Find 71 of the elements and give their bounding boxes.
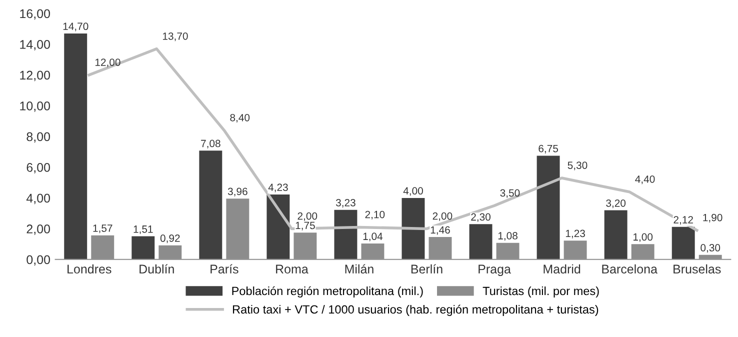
x-tick-label: Bruselas	[674, 264, 721, 274]
y-tick-label: 10,00	[20, 102, 50, 112]
y-tick-label: 8,00	[26, 132, 50, 143]
data-label: 2,10	[365, 210, 385, 220]
y-tick-label: 12,00	[20, 70, 50, 82]
data-label: 4,00	[403, 187, 423, 196]
bar	[536, 156, 560, 260]
y-tick-label: 14,00	[20, 40, 50, 50]
legend-label: Población región metropolitana (mil.)	[232, 286, 423, 298]
data-label: 2,12	[674, 216, 693, 225]
data-label: 2,00	[432, 212, 452, 221]
data-label: 1,00	[633, 233, 653, 242]
bar	[469, 224, 492, 260]
data-label: 8,40	[230, 114, 250, 123]
x-tick-label: Praga	[478, 264, 511, 276]
data-label: 3,23	[336, 199, 356, 208]
data-label: 1,23	[566, 230, 585, 238]
bar	[428, 237, 452, 260]
bar	[64, 33, 88, 260]
data-label: 1,57	[93, 224, 112, 234]
x-tick-label: Londres	[68, 264, 112, 274]
data-label: 14,70	[63, 22, 88, 32]
bar	[91, 235, 114, 260]
legend-label: Ratio taxi + VTC / 1000 usuarios (hab. región metropolitana + turistas)	[232, 304, 598, 316]
y-tick-label: 4,00	[26, 194, 50, 204]
data-label: 2,30	[471, 213, 490, 222]
y-tick-label: 6,00	[26, 163, 50, 174]
bar	[132, 236, 155, 260]
data-label: 1,75	[296, 222, 315, 230]
x-tick-label: Berlín	[411, 264, 442, 274]
bar	[226, 198, 250, 260]
x-tick-label: Dublín	[140, 264, 174, 274]
bar	[361, 244, 384, 260]
y-tick-label: 0,00	[26, 255, 50, 266]
x-tick-label: Barcelona	[602, 264, 658, 274]
bar	[631, 244, 654, 260]
data-label: 0,92	[160, 234, 180, 244]
bar	[334, 210, 358, 260]
legend-label: Turistas (mil. por mes)	[482, 286, 599, 298]
data-label: 2,00	[298, 212, 318, 221]
data-label: 4,40	[635, 175, 655, 184]
data-label: 3,20	[606, 199, 626, 208]
y-tick-label: 16,00	[20, 9, 50, 20]
bar	[199, 150, 222, 260]
data-label: 3,96	[228, 188, 248, 196]
data-label: 6,75	[538, 144, 558, 154]
bar	[564, 240, 587, 260]
bar	[402, 198, 425, 260]
y-tick-label: 2,00	[26, 224, 50, 235]
bar	[496, 242, 520, 260]
data-label: 3,50	[500, 189, 520, 198]
data-label: 0,30	[700, 244, 720, 253]
data-label: 1,90	[703, 214, 722, 223]
bar	[604, 210, 628, 260]
data-label: 5,30	[568, 162, 588, 170]
data-label: 7,08	[201, 140, 220, 148]
bar	[158, 245, 182, 260]
bar	[266, 194, 290, 260]
data-label: 12,00	[95, 58, 120, 68]
x-tick-label: Madrid	[544, 264, 580, 274]
data-label: 1,04	[363, 232, 383, 242]
data-label: 1,46	[430, 226, 450, 235]
data-label: 1,51	[134, 226, 153, 234]
data-label: 1,08	[498, 232, 518, 241]
bar	[294, 232, 317, 260]
x-tick-label: Roma	[276, 264, 308, 274]
data-label: 13,70	[162, 32, 188, 42]
x-tick-label: París	[210, 264, 238, 274]
data-label: 4,23	[268, 184, 288, 192]
x-tick-label: Milán	[345, 264, 374, 274]
bar	[672, 226, 695, 260]
